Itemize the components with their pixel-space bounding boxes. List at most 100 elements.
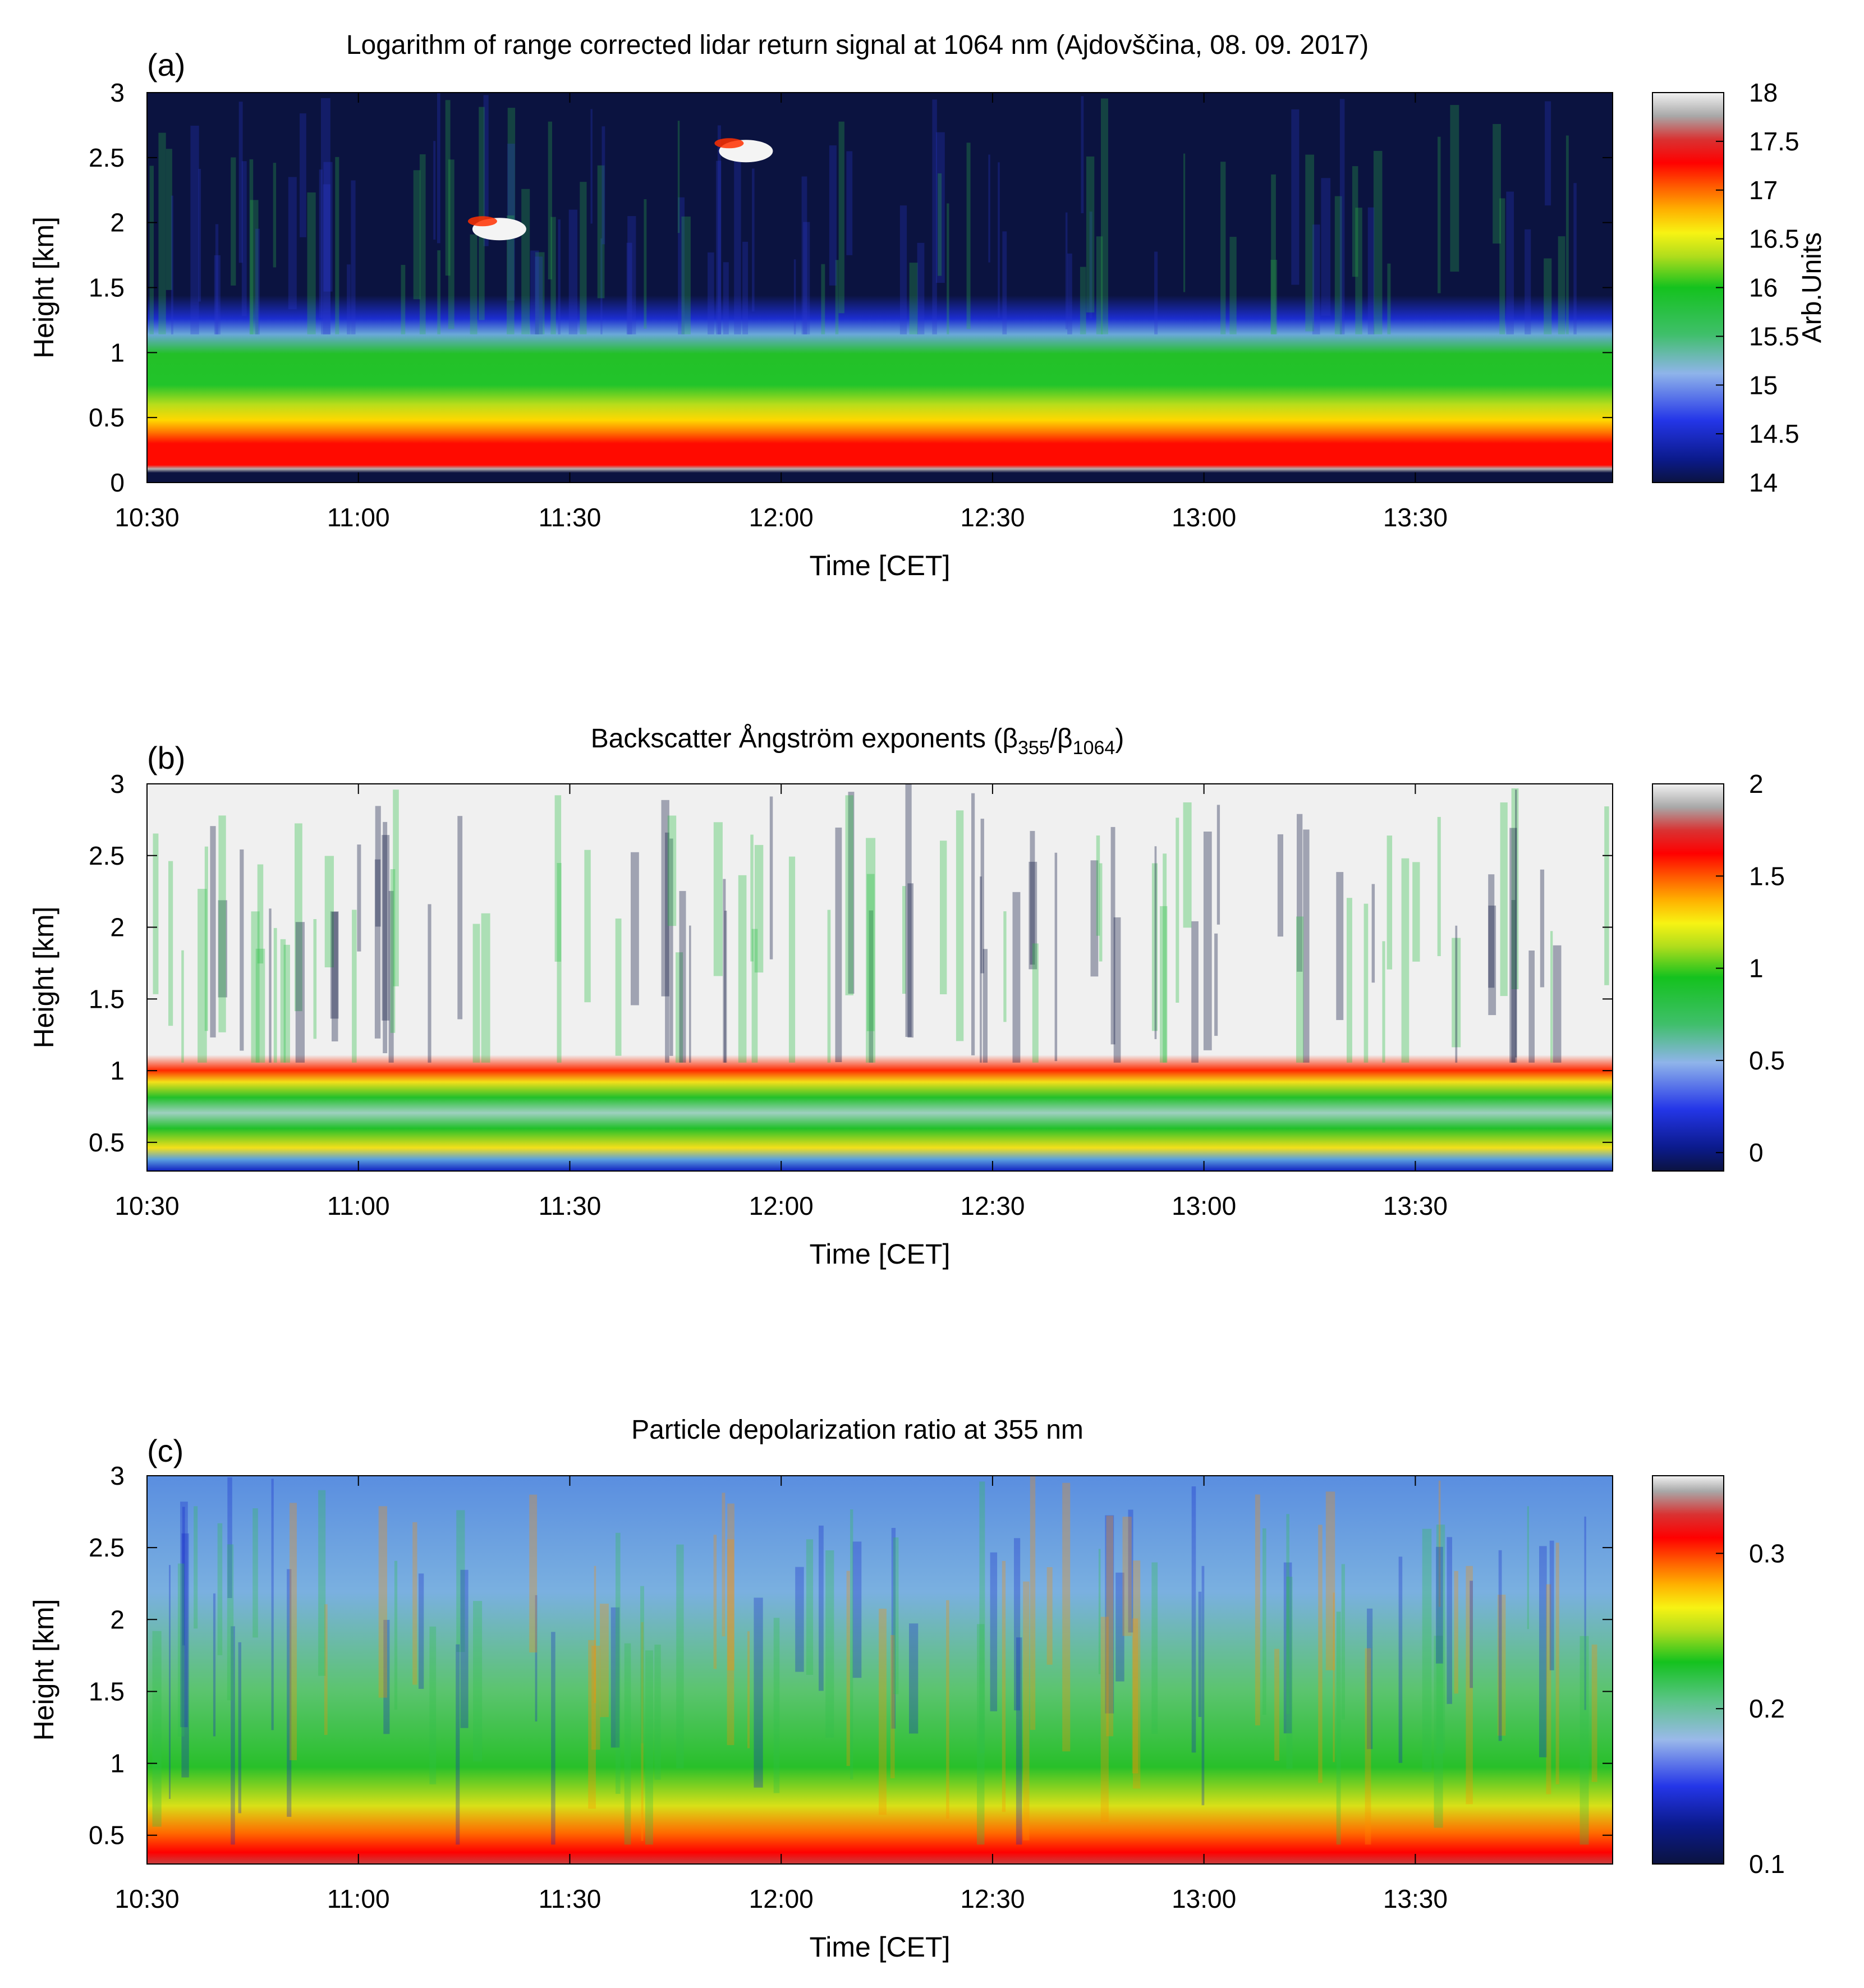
heatmap-streak	[890, 1635, 895, 1779]
heatmap-streak	[1096, 236, 1103, 334]
heatmap-streak	[357, 844, 361, 952]
heatmap-streak	[240, 849, 244, 1051]
heatmap-streak	[1454, 1571, 1458, 1694]
heatmap-streak	[1291, 109, 1300, 285]
heatmap-streak	[1054, 852, 1058, 1062]
heatmap-streak	[722, 1493, 726, 1637]
heatmap-streak	[723, 262, 729, 334]
heatmap-streak	[535, 1595, 538, 1721]
colorbar-tick-label: 17.5	[1749, 127, 1799, 156]
heatmap-streak	[153, 833, 159, 994]
x-tick-label: 12:30	[960, 1191, 1025, 1220]
heatmap-streak	[793, 259, 796, 334]
heatmap-streak	[1546, 1584, 1551, 1794]
heatmap-streak	[324, 856, 334, 967]
heatmap-field	[147, 1476, 1613, 1864]
colorbar-tick-label: 14.5	[1749, 419, 1799, 448]
heatmap-streak	[1296, 916, 1304, 1063]
heatmap-streak	[557, 863, 562, 1063]
plot-frame	[146, 783, 1613, 1172]
heatmap-streak	[481, 913, 490, 1063]
heatmap-streak	[1312, 224, 1320, 334]
heatmap-streak	[1099, 863, 1103, 962]
heatmap-streak	[280, 939, 286, 1063]
heatmap-streak	[597, 165, 605, 299]
heatmap-streak	[1113, 917, 1121, 1063]
heatmap-streak	[273, 928, 277, 1063]
heatmap-streak	[1553, 945, 1562, 1063]
heatmap-streak	[966, 143, 971, 329]
x-tick-label: 13:30	[1383, 503, 1448, 532]
heatmap-streak	[1154, 251, 1158, 334]
heatmap-streak	[288, 177, 297, 310]
heatmap-streak	[1191, 921, 1199, 1063]
heatmap-streak	[1321, 178, 1331, 316]
heatmap-streak	[850, 1509, 853, 1780]
heatmap-streak	[846, 151, 853, 255]
heatmap-streak	[181, 950, 184, 1063]
heatmap-streak	[640, 1586, 644, 1743]
y-tick-label: 2.5	[89, 841, 125, 870]
heatmap-streak	[1229, 237, 1237, 334]
heatmap-streak	[330, 911, 339, 1019]
heatmap-streak	[825, 1550, 834, 1738]
y-axis-label: Height [km]	[28, 1599, 59, 1741]
heatmap-streak	[238, 102, 243, 263]
heatmap-streak	[1527, 1506, 1529, 1629]
heatmap-streak	[412, 1522, 417, 1685]
heatmap-streak	[905, 784, 912, 1037]
heatmap-streak	[457, 816, 463, 1020]
heatmap-streak	[419, 154, 426, 334]
heatmap-streak	[980, 876, 982, 1063]
heatmap-streak	[283, 944, 290, 1063]
heatmap-streak	[1081, 96, 1084, 213]
heatmap-streak	[1016, 1637, 1022, 1845]
heatmap-streak	[558, 219, 561, 334]
heatmap-streak	[507, 215, 515, 334]
heatmap-streak	[382, 835, 390, 1021]
colorbar-gradient	[1652, 784, 1724, 1171]
colorbar-gradient	[1652, 93, 1724, 483]
heatmap-streak	[1105, 1515, 1114, 1714]
heatmap-streak	[433, 141, 436, 240]
heatmap-streak	[654, 1645, 661, 1780]
heatmap-streak	[723, 879, 726, 1063]
heatmap-streak	[1525, 229, 1531, 334]
heatmap-streak	[1373, 150, 1383, 334]
chart-title: Logarithm of range corrected lidar retur…	[346, 30, 1369, 60]
cloud-edge-mark	[467, 216, 497, 227]
heatmap-streak	[1274, 1649, 1279, 1761]
heatmap-streak	[667, 815, 677, 926]
heatmap-streak	[550, 217, 556, 334]
heatmap-streak	[724, 911, 727, 1063]
heatmap-streak	[1283, 1562, 1292, 1734]
heatmap-streak	[1558, 236, 1565, 334]
heatmap-streak	[676, 1544, 684, 1769]
heatmap-streak	[938, 173, 942, 276]
heatmap-streak	[548, 121, 552, 279]
heatmap-streak	[1297, 814, 1303, 972]
heatmap-streak	[1110, 827, 1115, 1045]
x-tick-label: 13:00	[1172, 503, 1236, 532]
heatmap-streak	[568, 209, 577, 334]
heatmap-streak	[300, 113, 306, 237]
heatmap-streak	[1333, 1592, 1335, 1762]
heatmap-streak	[1500, 802, 1508, 997]
heatmap-streak	[231, 1626, 235, 1845]
heatmap-streak	[180, 1502, 188, 1728]
heatmap-streak	[1452, 938, 1461, 1048]
x-tick-label: 12:00	[749, 503, 814, 532]
heatmap-streak	[1506, 191, 1514, 334]
x-tick-label: 12:30	[960, 1884, 1025, 1913]
heatmap-streak	[848, 792, 855, 994]
heatmap-streak	[1488, 905, 1496, 1016]
heatmap-streak	[1352, 166, 1358, 277]
heatmap-streak	[1336, 1611, 1341, 1845]
heatmap-streak	[319, 169, 323, 318]
heatmap-streak	[1497, 1595, 1506, 1736]
heatmap-streak	[437, 250, 440, 334]
heatmap-streak	[149, 166, 154, 334]
heatmap-streak	[891, 1528, 896, 1729]
heatmap-streak	[1339, 99, 1345, 334]
